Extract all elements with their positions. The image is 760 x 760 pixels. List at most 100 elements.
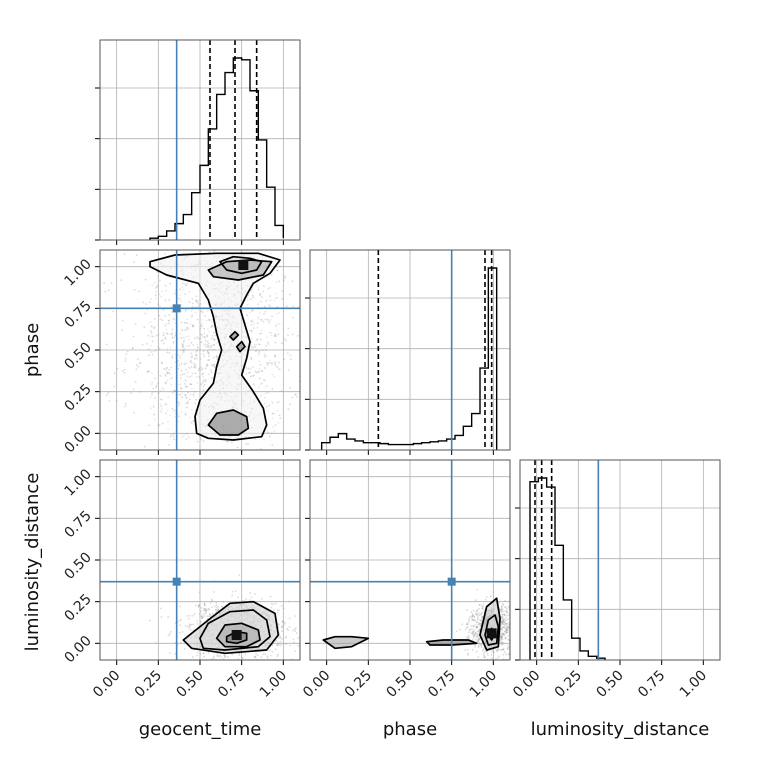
scatter-point (183, 382, 186, 385)
scatter-point (179, 624, 182, 627)
scatter-point (291, 629, 294, 632)
scatter-point (268, 432, 271, 434)
scatter-point (250, 320, 252, 322)
scatter-point (264, 653, 267, 655)
scatter-point (125, 353, 128, 355)
scatter-point (164, 325, 167, 327)
scatter-point (294, 650, 297, 653)
scatter-point (271, 431, 273, 434)
scatter-point (166, 456, 168, 458)
scatter-point (143, 326, 146, 329)
scatter-point (195, 398, 198, 401)
scatter-point (254, 345, 256, 348)
scatter-point (198, 613, 201, 616)
scatter-point (465, 626, 468, 629)
scatter-point (246, 224, 248, 226)
scatter-point (200, 341, 203, 343)
scatter-point (197, 347, 200, 350)
panel-frame (309, 249, 511, 451)
scatter-point (153, 327, 156, 330)
scatter-point (477, 611, 480, 614)
scatter-point (196, 318, 199, 321)
x-tick-label: 1.00 (677, 668, 710, 701)
scatter-point (261, 369, 263, 372)
scatter-point (296, 334, 299, 337)
scatter-point (477, 646, 480, 649)
scatter-point (274, 341, 277, 344)
y-axis-label-row-2: luminosity_distance (22, 473, 43, 652)
scatter-point (500, 638, 503, 641)
scatter-point (518, 655, 520, 657)
scatter-point (262, 653, 265, 656)
scatter-point (217, 605, 220, 608)
scatter-point (276, 266, 279, 268)
scatter-point (512, 610, 514, 612)
x-tick-label: 0.25 (132, 668, 165, 701)
scatter-point (204, 378, 207, 381)
scatter-point (497, 647, 499, 650)
scatter-point (196, 651, 199, 654)
scatter-point (143, 246, 145, 248)
scatter-point (186, 282, 189, 284)
scatter-point (466, 623, 469, 626)
scatter-point (291, 396, 294, 399)
scatter-point (270, 606, 273, 609)
scatter-point (121, 370, 124, 372)
scatter-point (214, 334, 217, 337)
histogram-phase (320, 267, 498, 450)
scatter-point (186, 375, 188, 378)
scatter-point (207, 345, 210, 347)
scatter-point (255, 284, 258, 286)
scatter-point (221, 454, 223, 456)
scatter-point (514, 643, 516, 645)
scatter-point (207, 359, 210, 362)
scatter-point (250, 329, 253, 332)
scatter-point (240, 666, 242, 668)
scatter-point (203, 613, 205, 616)
scatter-point (247, 294, 250, 297)
scatter-point (501, 627, 504, 629)
scatter-point (186, 322, 188, 324)
scatter-point (238, 654, 241, 656)
scatter-point (144, 312, 147, 315)
scatter-point (153, 414, 155, 416)
scatter-point (500, 643, 503, 646)
scatter-point (40, 319, 42, 321)
scatter-point (205, 609, 208, 612)
scatter-point (503, 614, 506, 617)
scatter-point (264, 392, 267, 395)
scatter-point (484, 598, 487, 601)
scatter-point (201, 614, 203, 617)
x-tick-label: 1.00 (257, 668, 290, 701)
scatter-point (207, 373, 210, 376)
scatter-point (483, 655, 486, 657)
scatter-point (201, 617, 203, 619)
scatter-point (503, 630, 506, 633)
scatter-point (478, 623, 481, 626)
x-tick-label: 0.75 (425, 668, 458, 701)
scatter-point (159, 374, 161, 377)
scatter-point (208, 359, 211, 361)
scatter-point (498, 655, 501, 658)
scatter-point (202, 389, 205, 391)
scatter-point (257, 286, 260, 288)
scatter-point (272, 412, 275, 415)
scatter-point (501, 616, 504, 619)
scatter-point (475, 626, 478, 629)
scatter-point (197, 228, 199, 230)
scatter-point (279, 640, 282, 643)
scatter-point (189, 360, 192, 363)
scatter-point (267, 343, 270, 346)
scatter-point (160, 408, 163, 410)
scatter-point (151, 383, 153, 385)
scatter-point (215, 341, 218, 344)
scatter-point (250, 343, 252, 345)
y-tick-label: 0.00 (61, 423, 94, 456)
scatter-point (155, 384, 158, 387)
scatter-point (177, 359, 179, 362)
scatter-point (497, 656, 499, 659)
scatter-point (200, 620, 202, 623)
scatter-point (207, 345, 209, 348)
scatter-point (164, 315, 167, 317)
scatter-point (148, 370, 150, 373)
